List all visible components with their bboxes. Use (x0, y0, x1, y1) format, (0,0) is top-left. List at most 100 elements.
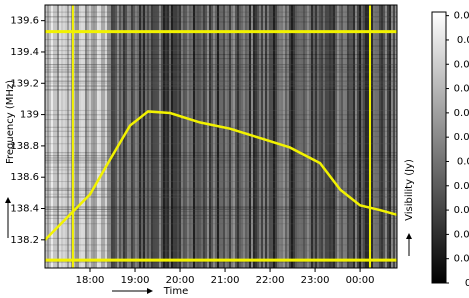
stripe (297, 5, 299, 268)
stripe (119, 5, 121, 268)
y-tick-label: 139.6 (10, 16, 39, 27)
stripe (339, 5, 341, 268)
stripe (385, 5, 387, 268)
noise (45, 166, 397, 168)
stripe (379, 5, 381, 268)
stripe (151, 5, 153, 268)
spectrum-image (45, 5, 397, 268)
stripe (235, 5, 237, 268)
stripe (59, 5, 61, 268)
stripe (177, 5, 179, 268)
stripe (113, 5, 115, 268)
stripe (185, 5, 187, 268)
stripe (365, 5, 367, 268)
stripe (73, 5, 75, 268)
stripe (247, 5, 249, 268)
noise (45, 208, 397, 210)
stripe (311, 5, 313, 268)
noise (45, 173, 397, 175)
colorbar-tick-label: 0.008 (454, 181, 469, 192)
stripe (187, 5, 189, 268)
noise (45, 223, 397, 225)
stripe (285, 5, 287, 268)
noise (45, 80, 397, 82)
stripe (305, 5, 307, 268)
noise (45, 160, 397, 162)
noise (45, 64, 397, 66)
stripe (143, 5, 145, 268)
stripe (145, 5, 147, 268)
noise (45, 50, 397, 52)
noise (45, 156, 397, 158)
stripe (181, 5, 183, 268)
stripe (193, 5, 195, 268)
colorbar-tick-label: 0.016 (454, 84, 469, 95)
noise (45, 181, 397, 183)
noise (45, 114, 397, 116)
noise (45, 136, 397, 138)
stripe (169, 5, 171, 268)
stripe (191, 5, 193, 268)
stripe (195, 5, 197, 268)
stripe (325, 5, 327, 268)
noise (45, 188, 397, 190)
y-tick-label: 139 (20, 110, 39, 121)
noise (45, 82, 397, 84)
noise (45, 217, 397, 219)
stripe (75, 5, 77, 268)
noise (45, 206, 397, 208)
x-tick-label: 18:00 (76, 275, 105, 286)
stripe (105, 5, 107, 268)
stripe (335, 5, 337, 268)
stripe (349, 5, 351, 268)
x-tick-label: 21:00 (211, 275, 240, 286)
stripe (89, 5, 91, 268)
stripe (117, 5, 119, 268)
noise (45, 207, 397, 209)
stripe (367, 5, 369, 268)
stripe (79, 5, 81, 268)
stripe (131, 5, 133, 268)
stripe (303, 5, 305, 268)
colorbar (431, 11, 447, 284)
stripe (85, 5, 87, 268)
stripe (261, 5, 263, 268)
stripe (133, 5, 135, 268)
noise (45, 119, 397, 121)
x-tick-label: 00:00 (346, 275, 375, 286)
noise (45, 69, 397, 71)
stripe (291, 5, 293, 268)
stripe (201, 5, 203, 268)
stripe (321, 5, 323, 268)
noise (45, 187, 397, 189)
stripe (141, 5, 143, 268)
stripe (55, 5, 57, 268)
noise (45, 85, 397, 87)
stripe (371, 5, 373, 268)
noise (45, 215, 397, 217)
stripe (223, 5, 225, 268)
stripe (273, 5, 275, 268)
colorbar-tick-label: 0.006 (454, 205, 469, 216)
noise (45, 208, 397, 210)
stripe (167, 5, 169, 268)
stripe (203, 5, 205, 268)
noise (45, 193, 397, 195)
stripe (171, 5, 173, 268)
noise (45, 244, 397, 246)
stripe (161, 5, 163, 268)
noise (45, 154, 397, 156)
stripe (337, 5, 339, 268)
stripe (135, 5, 137, 268)
noise (45, 89, 397, 91)
stripe (45, 5, 47, 268)
stripe (199, 5, 201, 268)
stripe (307, 5, 309, 268)
stripe (69, 5, 71, 268)
track-line (44, 110, 398, 241)
stripe (91, 5, 93, 268)
stripe (221, 5, 223, 268)
colorbar-tick-label: 0.002 (454, 254, 469, 265)
stripe (355, 5, 357, 268)
